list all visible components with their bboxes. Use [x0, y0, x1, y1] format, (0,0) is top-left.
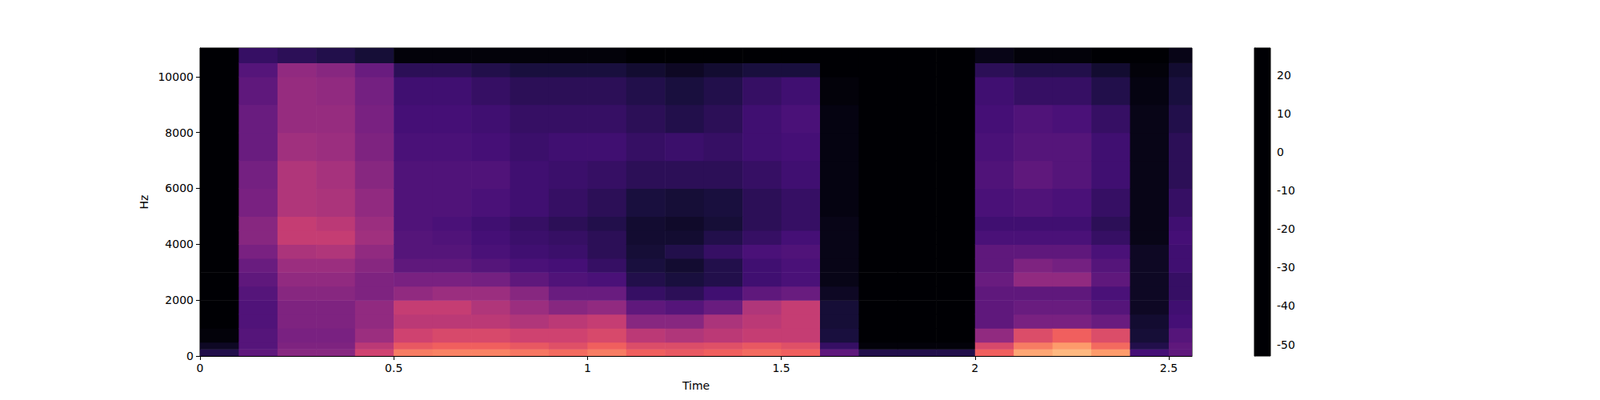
svg-text:-10: -10 — [1276, 184, 1296, 197]
svg-text:1.5: 1.5 — [772, 361, 790, 375]
svg-text:-40: -40 — [1276, 299, 1296, 312]
svg-text:0: 0 — [186, 349, 194, 363]
svg-text:0.5: 0.5 — [384, 361, 403, 375]
svg-text:Hz: Hz — [137, 195, 151, 210]
svg-text:-30: -30 — [1276, 260, 1296, 274]
svg-text:-50: -50 — [1276, 338, 1296, 352]
svg-text:-20: -20 — [1276, 222, 1296, 236]
svg-text:6000: 6000 — [164, 181, 194, 195]
svg-text:2.5: 2.5 — [1160, 361, 1178, 375]
svg-text:8000: 8000 — [164, 126, 194, 140]
svg-text:10000: 10000 — [157, 70, 194, 84]
svg-text:10: 10 — [1276, 107, 1292, 120]
svg-text:20: 20 — [1276, 68, 1292, 82]
svg-text:2: 2 — [971, 361, 979, 375]
svg-text:Time: Time — [681, 379, 710, 392]
svg-text:0: 0 — [196, 361, 204, 375]
svg-text:1: 1 — [584, 361, 592, 375]
svg-text:0: 0 — [1276, 145, 1284, 159]
svg-text:2000: 2000 — [164, 293, 194, 307]
svg-text:4000: 4000 — [164, 237, 194, 251]
